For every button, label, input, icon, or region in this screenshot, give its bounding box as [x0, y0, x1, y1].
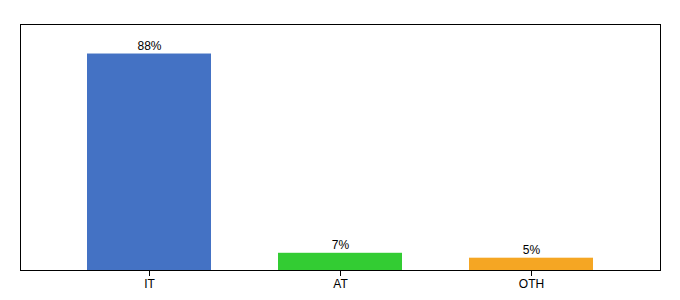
- svg-text:OTH: OTH: [519, 277, 544, 291]
- svg-text:IT: IT: [144, 277, 155, 291]
- svg-text:88%: 88%: [137, 39, 161, 53]
- svg-text:5%: 5%: [523, 243, 541, 257]
- svg-text:AT: AT: [333, 277, 348, 291]
- svg-text:7%: 7%: [332, 238, 350, 252]
